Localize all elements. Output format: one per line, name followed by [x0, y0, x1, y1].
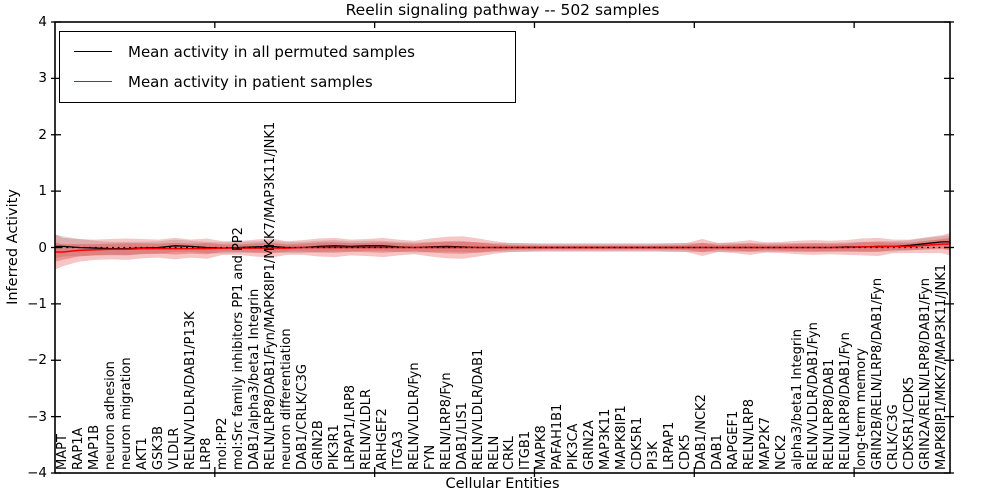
y-tick-label: 1: [38, 183, 47, 200]
patient-std-band-outer: [55, 232, 950, 270]
x-tick-label: CDK5R1: [630, 416, 646, 470]
x-tick-label: GSK3B: [150, 425, 166, 470]
legend-label-permuted: Mean activity in all permuted samples: [128, 42, 415, 61]
permuted-line-swatch-icon: [74, 51, 112, 52]
legend-entry-permuted: Mean activity in all permuted samples: [74, 40, 505, 63]
x-tick-label: GRIN2B/RELN/LRP8/DAB1/Fyn: [870, 277, 886, 470]
x-tick-label: mol:Src family inhibitors PP1 and PP2: [230, 227, 246, 470]
x-tick-label: AKT1: [134, 437, 150, 470]
permuted-std-band: [55, 234, 950, 259]
x-tick-label: ARHGEF2: [374, 408, 390, 470]
x-tick-label: CDK5: [678, 434, 694, 470]
x-tick-label: CRLK/C3G: [886, 404, 902, 470]
x-tick-label: PAFAH1B1: [550, 403, 566, 470]
patient-line-swatch-icon: [74, 81, 112, 82]
x-tick-label: RELN/LRP8/DAB1/Fyn/MAPK8IP1/MKK7/MAP3K11…: [262, 121, 278, 470]
patient-std-band-inner: [55, 237, 950, 262]
x-tick-label: CRKL: [502, 436, 518, 470]
x-tick-label: neuron migration: [118, 357, 134, 470]
x-tick-label: MAP3K11: [598, 408, 614, 470]
x-tick-label: GRIN2A: [582, 420, 598, 470]
y-tick-label: 2: [38, 126, 47, 143]
x-tick-label: LRPAP1: [662, 421, 678, 470]
x-tick-label: DAB1/LIS1: [454, 402, 470, 470]
x-tick-label: PIK3R1: [326, 424, 342, 470]
x-tick-label: LRP8: [198, 437, 214, 470]
y-tick-label: −2: [27, 352, 47, 369]
patient-mean-line: [55, 243, 950, 253]
chart-title: Reelin signaling pathway -- 502 samples: [345, 1, 660, 19]
x-tick-label: RELN/VLDLR/DAB1: [470, 348, 486, 470]
x-tick-label: MAP1B: [86, 424, 102, 470]
x-tick-label: MAPT: [54, 434, 70, 470]
x-tick-label: PI3K: [646, 441, 662, 470]
x-tick-label: NCK2: [774, 434, 790, 470]
y-tick-label: 4: [38, 14, 47, 30]
legend-entry-patient: Mean activity in patient samples: [74, 70, 505, 93]
x-tick-label: GRIN2B: [310, 420, 326, 470]
x-tick-label: CDK5R1/CDK5: [902, 376, 918, 470]
x-tick-label: MAPK8IP1/MKK7/MAP3K11/JNK1: [934, 263, 949, 470]
x-tick-label: long-term memory: [854, 347, 870, 470]
y-tick-label: −4: [27, 465, 47, 481]
y-tick-label: −1: [27, 295, 47, 312]
y-tick-label: −3: [27, 408, 47, 425]
y-tick-label: 0: [38, 239, 47, 256]
legend: Mean activity in all permuted samples Me…: [59, 31, 516, 103]
x-tick-label: DAB1/CRLK/C3G: [294, 364, 310, 470]
x-tick-label: DAB1/alpha3/beta1 Integrin: [246, 288, 262, 470]
x-tick-label: mol:PP2: [214, 417, 230, 470]
x-axis-label: Cellular Entities: [445, 476, 560, 492]
x-tick-label: RELN/LRP8: [742, 399, 758, 470]
x-tick-label: ITGA3: [390, 430, 406, 470]
x-tick-label: GRIN2A/RELN/LRP8/DAB1/Fyn: [918, 277, 934, 470]
x-tick-label: RELN: [486, 435, 502, 470]
y-tick-label: 3: [38, 70, 47, 87]
x-tick-label: FYN: [422, 444, 438, 470]
x-tick-label: RELN/LRP8/DAB1/Fyn: [838, 332, 854, 470]
x-tick-label: ITGB1: [518, 430, 534, 470]
x-tick-label: RELN/VLDLR/DAB1/P13K: [182, 311, 198, 470]
x-tick-label: LRPAP1/LRP8: [342, 384, 358, 470]
x-tick-label: RAPGEF1: [726, 410, 742, 470]
x-tick-label: MAPK8: [534, 425, 550, 470]
x-tick-label: neuron differentiation: [278, 328, 294, 470]
x-tick-label: RELN/VLDLR: [358, 388, 374, 470]
x-tick-label: MAPK8IP1: [614, 405, 630, 470]
x-tick-label: DAB1: [710, 434, 726, 470]
x-tick-label: alpha3/beta1 Integrin: [790, 328, 806, 470]
x-tick-label: PIK3CA: [566, 423, 582, 470]
x-tick-label: VLDLR: [166, 427, 182, 470]
x-tick-label: RELN/VLDLR/Fyn: [406, 362, 422, 470]
x-tick-label: RELN/LRP8/DAB1: [822, 358, 838, 470]
x-tick-label: RELN/VLDLR/DAB1/Fyn: [806, 322, 822, 470]
x-tick-label: DAB1/NCK2: [694, 394, 710, 470]
x-tick-label: RELN/LRP8/Fyn: [438, 372, 454, 470]
x-tick-label: neuron adhesion: [102, 361, 118, 470]
x-tick-label: MAP2K7: [758, 416, 774, 470]
legend-label-patient: Mean activity in patient samples: [128, 72, 373, 91]
x-tick-label: RAP1A: [70, 427, 86, 470]
